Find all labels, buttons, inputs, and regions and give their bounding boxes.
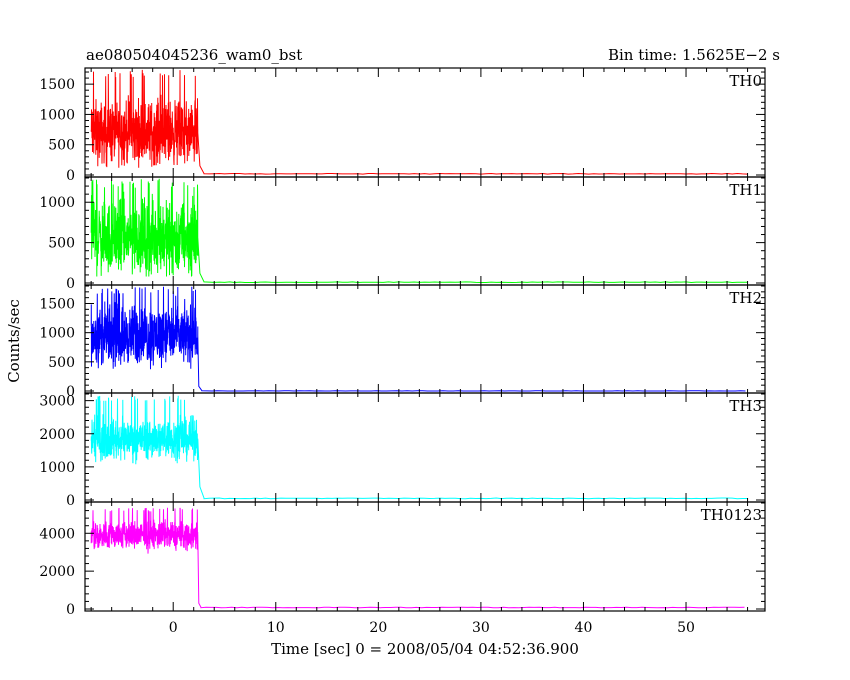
y-tick-label: 500 — [48, 355, 75, 371]
chart-subtitle: Bin time: 1.5625E−2 s — [608, 46, 780, 64]
y-tick-label: 0 — [66, 602, 75, 618]
y-tick-label: 1500 — [39, 77, 75, 93]
y-tick-label: 2000 — [39, 427, 75, 443]
panel-label: TH1 — [729, 181, 762, 199]
panel-th2: 0 500 1000 1500 TH2 — [39, 284, 766, 400]
chart-title: ae080504045236_wam0_bst — [86, 46, 302, 64]
y-tick-label: 3000 — [39, 394, 75, 410]
panel-th0: 0 500 1000 1500 TH0 — [39, 67, 766, 184]
y-tick-label: 0 — [66, 384, 75, 400]
panel-frame — [84, 501, 766, 612]
x-tick-label: 40 — [575, 620, 593, 636]
y-tick-label: 0 — [66, 276, 75, 292]
y-tick-label: 0 — [66, 493, 75, 509]
x-tick-label: 20 — [369, 620, 387, 636]
panel-label: TH0123 — [701, 506, 762, 524]
panel-th0123: 0 2000 4000 TH0123 — [39, 501, 766, 618]
y-axis-label: Counts/sec — [5, 299, 23, 383]
y-tick-label: 1000 — [39, 107, 75, 123]
panel-label: TH3 — [729, 397, 762, 415]
y-tick-label: 2000 — [39, 564, 75, 580]
panel-th1: 0 500 1000 TH1 — [39, 176, 766, 292]
x-tick-label: 50 — [677, 620, 695, 636]
series-line-th1 — [90, 178, 748, 284]
panel-th3: 0 1000 2000 3000 TH3 — [39, 392, 766, 509]
series-line-th3 — [90, 395, 748, 500]
x-axis-label: Time [sec] 0 = 2008/05/04 04:52:36.900 — [271, 640, 579, 658]
y-tick-label: 500 — [48, 138, 75, 154]
y-tick-label: 1500 — [39, 297, 75, 313]
x-tick-label: 30 — [472, 620, 490, 636]
x-tick-label: 0 — [169, 620, 178, 636]
y-tick-label: 1000 — [39, 195, 75, 211]
series-line-th0 — [90, 69, 748, 175]
series-line-th2 — [90, 286, 746, 392]
panel-label: TH2 — [729, 289, 762, 307]
series-line-th0123 — [90, 507, 745, 609]
y-tick-label: 1000 — [39, 326, 75, 342]
x-tick-label: 10 — [267, 620, 285, 636]
y-tick-label: 500 — [48, 236, 75, 252]
y-tick-label: 1000 — [39, 460, 75, 476]
y-tick-label: 0 — [66, 168, 75, 184]
panel-label: TH0 — [729, 72, 762, 90]
y-tick-label: 4000 — [39, 526, 75, 542]
